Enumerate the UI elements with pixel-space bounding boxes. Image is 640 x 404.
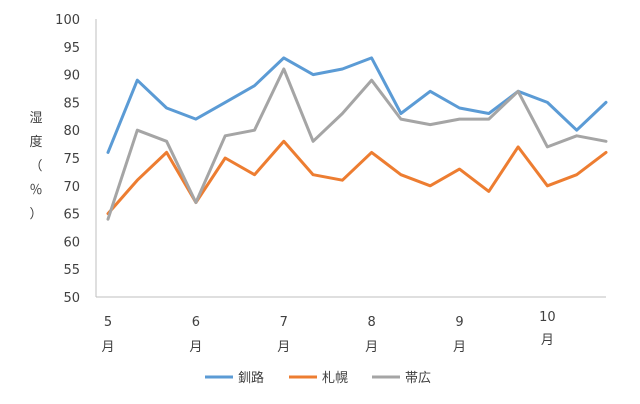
y-axis-title-char: 湿 [29,111,42,126]
x-tick-unit-label: 月 [277,340,290,355]
legend-label-2: 帯広 [405,371,431,386]
legend-label-1: 札幌 [322,370,348,386]
x-tick-label: 5 [104,315,112,330]
x-tick-unit-label: 月 [101,340,114,355]
series-line-2 [106,67,608,221]
y-axis: 50 55 60 65 70 75 80 85 90 95 100 [55,13,97,306]
x-tick-label: 6 [192,315,200,330]
legend-label-0: 釧路 [238,370,264,386]
y-tick-label: 90 [63,69,80,84]
y-axis-title-char: 度 [29,134,42,150]
x-tick-label: 7 [280,315,288,330]
series-line-0 [106,56,608,154]
y-tick-label: 75 [63,152,80,167]
y-axis-title-char: ％ [29,183,42,198]
x-tick-unit-label: 月 [453,340,466,355]
x-tick-label: 9 [455,315,463,330]
y-tick-label: 80 [63,124,80,139]
y-tick-label: 65 [63,208,80,223]
y-axis-title-char: ） [29,207,42,222]
y-tick-label: 95 [63,41,80,56]
x-tick-unit-label: 月 [189,340,202,355]
plot-area [106,56,608,221]
y-tick-label: 55 [63,263,80,278]
y-tick-label: 70 [63,180,80,195]
y-tick-label: 60 [63,235,80,250]
y-tick-label: 85 [63,96,80,111]
y-axis-title: 湿度 （ ％ ） [29,111,42,222]
x-tick-unit-label: 月 [365,340,378,355]
x-tick-unit-label: 月 [541,333,554,348]
y-tick-label: 100 [55,13,80,28]
x-axis: 5 月 6 月 7 月 8 月 9 月 10 月 [96,296,606,355]
y-tick-label: 50 [63,291,80,306]
x-tick-label: 10 [539,310,556,325]
x-tick-label: 8 [368,315,376,330]
y-axis-title-char: （ [29,159,42,174]
legend: 釧路 札幌 帯広 [205,370,431,386]
